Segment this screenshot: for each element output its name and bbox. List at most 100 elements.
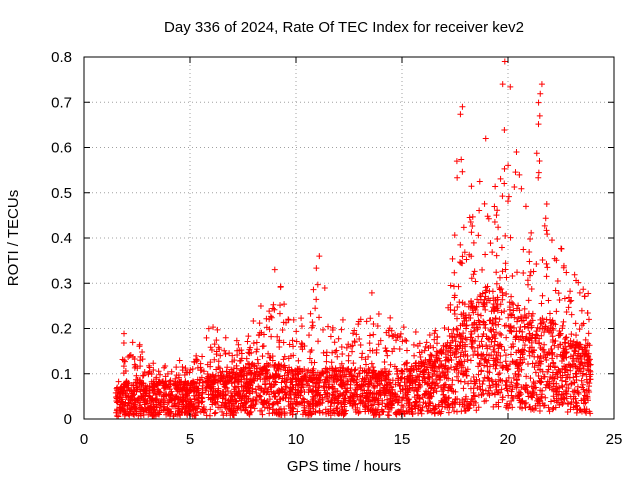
x-tick-label: 0 xyxy=(80,431,88,448)
roti-point xyxy=(503,334,510,341)
roti-point xyxy=(488,351,495,358)
roti-point xyxy=(366,367,373,374)
roti-point xyxy=(451,366,458,373)
roti-point xyxy=(546,408,553,415)
roti-point xyxy=(381,358,388,365)
roti-point xyxy=(164,399,171,406)
roti-point xyxy=(585,353,592,360)
roti-point xyxy=(297,368,304,375)
roti-point xyxy=(355,397,362,404)
roti-point xyxy=(505,405,512,412)
roti-point xyxy=(339,365,346,372)
roti-point xyxy=(283,319,290,326)
roti-point xyxy=(338,326,345,333)
roti-point xyxy=(370,320,377,327)
roti-point xyxy=(326,365,333,372)
roti-point xyxy=(429,364,436,371)
roti-point xyxy=(222,351,229,358)
roti-point xyxy=(123,409,130,416)
roti-point xyxy=(271,374,278,381)
roti-point xyxy=(289,400,296,407)
roti-point xyxy=(495,399,502,406)
roti-point xyxy=(543,201,550,208)
roti-point xyxy=(450,388,457,395)
roti-point xyxy=(215,344,222,351)
roti-point xyxy=(451,232,458,239)
roti-point xyxy=(484,283,491,290)
roti-point xyxy=(507,351,514,358)
roti-point xyxy=(381,365,388,372)
roti-point xyxy=(573,332,580,339)
roti-point xyxy=(321,284,328,291)
roti-point xyxy=(450,283,457,290)
roti-point xyxy=(118,405,125,412)
roti-point xyxy=(259,400,266,407)
roti-point xyxy=(255,332,262,339)
roti-point xyxy=(516,327,523,334)
roti-point xyxy=(439,398,446,405)
roti-point xyxy=(280,356,287,363)
roti-point xyxy=(585,290,592,297)
roti-point xyxy=(447,344,454,351)
roti-point xyxy=(310,395,317,402)
roti-point xyxy=(392,331,399,338)
roti-point xyxy=(219,375,226,382)
roti-point xyxy=(389,377,396,384)
roti-point xyxy=(497,389,504,396)
roti-point xyxy=(396,345,403,352)
roti-point xyxy=(194,357,201,364)
roti-point xyxy=(502,352,509,359)
roti-point xyxy=(320,349,327,356)
roti-point xyxy=(266,391,273,398)
roti-point xyxy=(503,274,510,281)
roti-point xyxy=(536,407,543,414)
roti-point xyxy=(366,340,373,347)
roti-point xyxy=(485,215,492,222)
roti-point xyxy=(258,396,265,403)
roti-point xyxy=(535,398,542,405)
roti-point xyxy=(528,286,535,293)
roti-point xyxy=(449,349,456,356)
roti-point xyxy=(131,356,138,363)
roti-point xyxy=(454,303,461,310)
roti-point xyxy=(279,395,286,402)
roti-point xyxy=(304,382,311,389)
roti-point xyxy=(467,219,474,226)
roti-point xyxy=(471,327,478,334)
roti-point xyxy=(238,378,245,385)
roti-point xyxy=(357,400,364,407)
roti-point xyxy=(281,353,288,360)
roti-point xyxy=(483,333,490,340)
roti-point xyxy=(452,396,459,403)
roti-point xyxy=(248,379,255,386)
roti-point xyxy=(115,378,122,385)
roti-point xyxy=(553,388,560,395)
roti-point xyxy=(550,405,557,412)
roti-point xyxy=(533,260,540,267)
roti-point xyxy=(479,290,486,297)
roti-point xyxy=(468,229,475,236)
roti-point xyxy=(229,369,236,376)
roti-point xyxy=(536,325,543,332)
roti-point xyxy=(528,324,535,331)
roti-point xyxy=(277,284,284,291)
roti-point xyxy=(513,149,520,156)
roti-point xyxy=(316,395,323,402)
roti-point xyxy=(205,325,212,332)
roti-point xyxy=(231,386,238,393)
roti-point xyxy=(541,373,548,380)
roti-point xyxy=(553,395,560,402)
roti-point xyxy=(476,207,483,214)
y-tick-label: 0 xyxy=(64,411,72,428)
roti-point xyxy=(533,150,540,157)
roti-point xyxy=(276,310,283,317)
roti-point xyxy=(515,373,522,380)
roti-point xyxy=(586,388,593,395)
roti-point xyxy=(488,338,495,345)
roti-point xyxy=(266,326,273,333)
roti-point xyxy=(467,357,474,364)
roti-point xyxy=(247,365,254,372)
roti-point xyxy=(493,212,500,219)
roti-point xyxy=(458,259,465,266)
roti-point xyxy=(487,240,494,247)
